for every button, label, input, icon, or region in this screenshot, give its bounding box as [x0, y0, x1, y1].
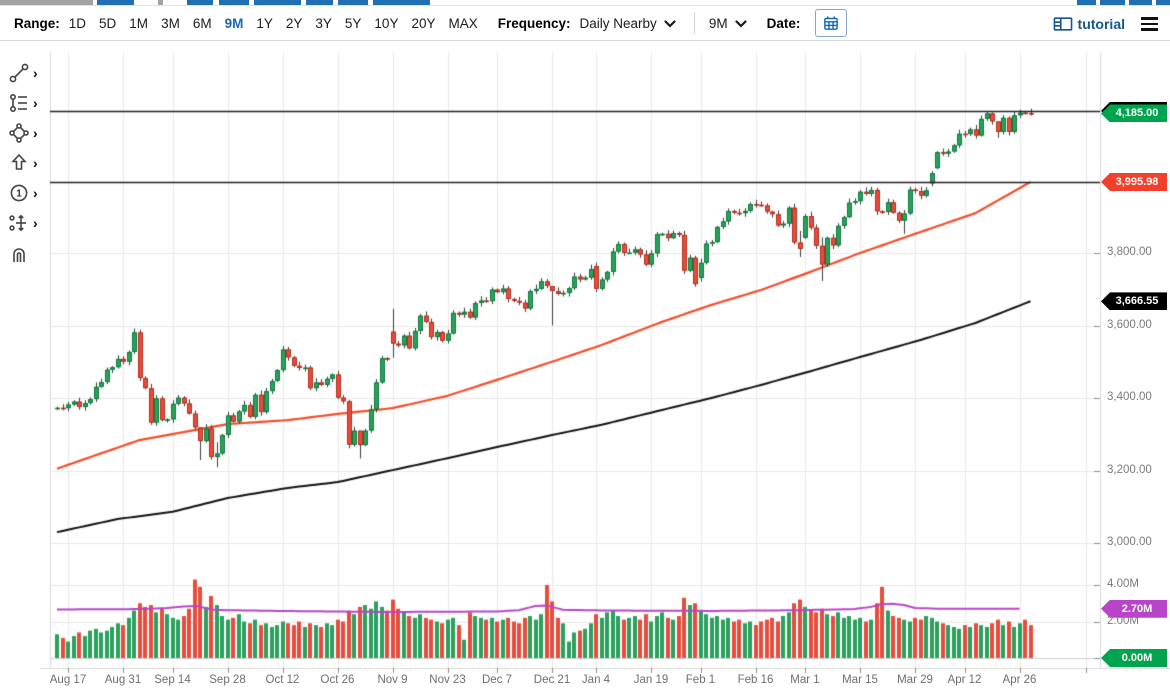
date-axis-label: Aug 17 — [49, 674, 87, 686]
date-axis-label: Dec 21 — [533, 674, 571, 686]
date-axis-label: Oct 26 — [320, 674, 355, 686]
date-axis-label: Jan 19 — [633, 674, 669, 686]
date-axis-label: Feb 1 — [685, 674, 716, 686]
price-axis-label: 3,200.00 — [1107, 463, 1152, 476]
price-axis-label: 3,800.00 — [1107, 246, 1152, 258]
fast-ma-badge: 3,995.98 — [1101, 172, 1167, 191]
current-volume-badge: 0.00M — [1101, 649, 1167, 667]
date-axis-label: Feb 16 — [737, 674, 774, 686]
date-axis-label: Mar 1 — [790, 674, 820, 686]
date-axis-label: Nov 23 — [429, 674, 466, 686]
price-axis-label: 3,000.00 — [1107, 536, 1152, 548]
slow-ma-badge: 3,666.55 — [1101, 292, 1167, 311]
price-axis-label: 3,400.00 — [1107, 391, 1152, 403]
date-axis-label: Dec 7 — [481, 674, 513, 686]
date-axis-label: Mar 15 — [842, 674, 878, 686]
date-axis-label: Nov 9 — [377, 674, 408, 686]
date-axis-label: Aug 31 — [104, 674, 142, 686]
volume-axis-label: 4.00M — [1107, 578, 1139, 590]
date-axis-label: Jan 4 — [581, 674, 611, 686]
volume-ma-badge: 2.70M — [1101, 599, 1167, 618]
date-axis-label: Mar 29 — [897, 674, 933, 686]
date-axis-label: Apr 26 — [1002, 674, 1037, 686]
date-axis-label: Oct 12 — [265, 674, 300, 686]
date-axis-label: Apr 12 — [947, 674, 982, 686]
price-axis-label: 3,600.00 — [1107, 318, 1152, 331]
date-axis-label: Sep 14 — [154, 674, 191, 686]
last-price-badge: 4,185.00 — [1101, 104, 1167, 123]
date-axis-label: Sep 28 — [209, 674, 246, 686]
